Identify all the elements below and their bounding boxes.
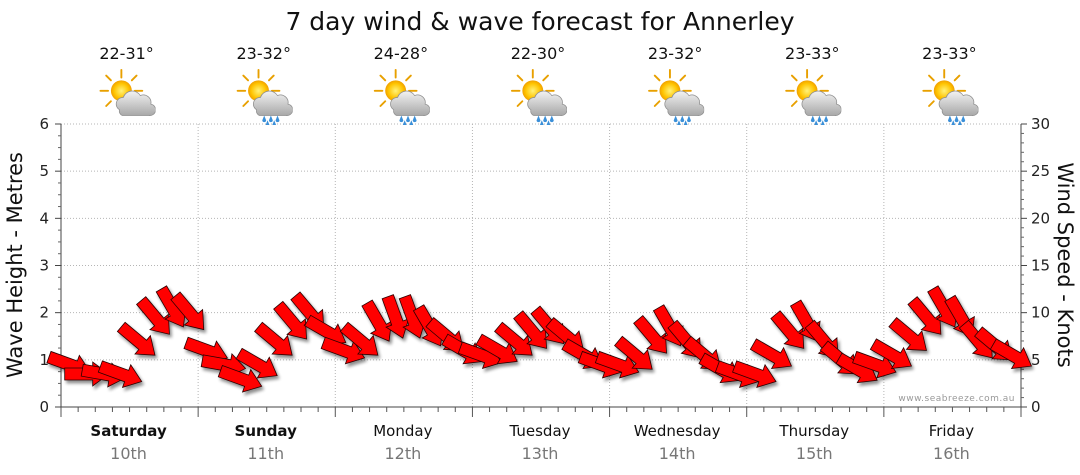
right-tick-label: 30 [1031,115,1050,133]
day-date: 11th [247,444,284,463]
day-temperature: 22-31° [99,44,154,63]
wind-arrow [116,321,156,356]
left-tick-label: 3 [39,257,49,275]
wind-arrow [513,310,547,349]
sun-cloud-icon [648,68,705,117]
wind-arrow [494,321,533,356]
wind-arrow [361,299,392,342]
sun-cloud-icon [99,68,156,117]
left-tick-label: 5 [39,162,49,180]
day-date: 16th [933,444,970,463]
wind-arrow [888,316,927,351]
sun-cloud-rain-icon [373,68,430,126]
day-name: Monday [373,422,432,440]
day-date: 10th [110,444,147,463]
sun-cloud-icon [510,68,568,117]
right-axis-label: Wind Speed - Knots [1053,162,1077,367]
rain-drops-icon [399,115,417,126]
right-tick-label: 5 [1031,351,1041,369]
wind-arrow [170,291,205,331]
wind-arrow [339,321,379,356]
wind-arrow [475,333,518,365]
sun-cloud-rain-icon [785,68,842,126]
wind-arrow [907,296,942,335]
left-tick-label: 1 [39,351,49,369]
wind-arrow [594,350,640,379]
sun-cloud-icon [922,68,979,117]
rain-drops-icon [948,115,966,126]
wind-arrow [770,310,805,349]
rain-drops-icon [536,115,554,126]
left-tick-label: 0 [39,398,49,416]
day-date: 14th [659,444,696,463]
day-name: Wednesday [634,422,721,440]
right-tick-label: 25 [1031,162,1050,180]
day-headers: 22-31° 23-32° 24-28° 22-30° 23-32° 23-33° 23-3… [99,44,979,126]
day-temperature: 23-32° [236,44,291,63]
day-name: Tuesday [508,422,570,440]
wind-arrow [633,315,667,354]
wind-arrow [97,360,143,388]
plot-frame [60,124,1022,417]
wind-arrow [235,347,278,379]
right-axis-ticks: 0 5 10 15 20 25 30 [1021,115,1050,416]
left-tick-label: 4 [39,209,49,227]
day-name: Thursday [778,422,849,440]
watermark: www.seabreeze.com.au [898,394,1015,404]
day-name: Sunday [235,422,298,440]
day-date: 15th [796,444,833,463]
right-tick-label: 15 [1031,257,1050,275]
left-axis-ticks: 0 1 2 3 4 5 6 [39,115,61,416]
sun-cloud-rain-icon [648,68,705,126]
wind-arrow [614,335,653,370]
sun-cloud-icon [99,68,156,117]
day-temperature: 23-33° [922,44,977,63]
day-date: 13th [522,444,559,463]
day-temperature: 23-33° [785,44,840,63]
wind-arrow [381,294,410,339]
day-footers: Saturday 10th Sunday 11th Monday 12th Tuesday 1… [90,422,974,463]
right-tick-label: 0 [1031,398,1041,416]
day-name: Saturday [90,422,167,440]
wind-arrow [217,365,263,393]
left-tick-label: 2 [39,304,49,322]
sun-cloud-rain-icon [236,68,293,126]
wind-arrow [254,321,293,356]
rain-drops-icon [810,115,828,126]
rain-drops-icon [262,115,280,126]
day-temperature: 24-28° [374,44,429,63]
wind-arrows [46,285,1033,393]
rain-drops-icon [673,115,691,126]
day-name: Friday [929,422,975,440]
left-tick-label: 6 [39,115,49,133]
day-date: 12th [384,444,421,463]
sun-cloud-icon [785,68,842,117]
right-tick-label: 20 [1031,209,1050,227]
wind-arrow [989,338,1033,369]
wind-arrow [273,300,307,340]
sun-cloud-icon [236,68,293,117]
wind-arrow [869,338,913,369]
sun-cloud-icon [373,68,430,117]
sun-cloud-rain-icon [922,68,979,126]
day-temperature: 22-30° [511,44,566,63]
sun-cloud-rain-icon [510,68,568,126]
wind-arrow [135,296,170,335]
right-tick-label: 10 [1031,304,1050,322]
wind-arrow [320,336,366,365]
chart-title: 7 day wind & wave forecast for Annerley [285,7,794,36]
day-temperature: 23-32° [648,44,703,63]
wind-arrow [749,338,793,369]
left-axis-label: Wave Height - Metres [3,152,27,378]
wind-arrow [732,360,777,388]
